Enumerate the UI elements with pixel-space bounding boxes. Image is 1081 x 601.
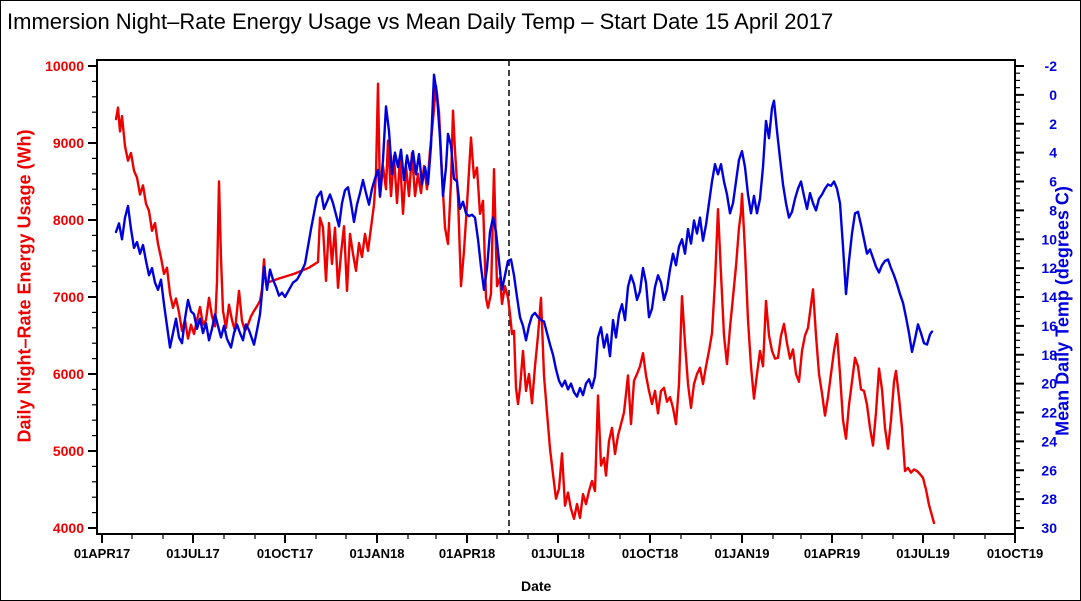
svg-text:2: 2 xyxy=(1049,116,1057,132)
svg-text:12: 12 xyxy=(1041,260,1057,276)
series-temp-line xyxy=(114,73,934,398)
svg-text:10: 10 xyxy=(1041,231,1057,247)
svg-text:16: 16 xyxy=(1041,318,1057,334)
svg-text:01OCT18: 01OCT18 xyxy=(622,546,678,561)
chart-title: Immersion Night–Rate Energy Usage vs Mea… xyxy=(7,9,834,34)
svg-text:4000: 4000 xyxy=(53,520,84,536)
svg-text:01APR19: 01APR19 xyxy=(804,546,860,561)
svg-text:01OCT19: 01OCT19 xyxy=(987,546,1043,561)
svg-text:4: 4 xyxy=(1049,145,1057,161)
svg-text:24: 24 xyxy=(1041,433,1057,449)
x-axis-title: Date xyxy=(521,578,552,594)
svg-text:10000: 10000 xyxy=(45,58,84,74)
svg-text:6: 6 xyxy=(1049,174,1057,190)
svg-text:20: 20 xyxy=(1041,376,1057,392)
svg-text:26: 26 xyxy=(1041,462,1057,478)
svg-text:8: 8 xyxy=(1049,202,1057,218)
svg-text:6000: 6000 xyxy=(53,366,84,382)
svg-text:7000: 7000 xyxy=(53,289,84,305)
svg-text:01JAN18: 01JAN18 xyxy=(350,546,405,561)
svg-text:01APR18: 01APR18 xyxy=(439,546,495,561)
svg-text:8000: 8000 xyxy=(53,212,84,228)
svg-text:01APR17: 01APR17 xyxy=(74,546,130,561)
svg-text:30: 30 xyxy=(1041,520,1057,536)
svg-text:01JUL18: 01JUL18 xyxy=(531,546,584,561)
svg-text:9000: 9000 xyxy=(53,135,84,151)
svg-text:14: 14 xyxy=(1041,289,1057,305)
svg-text:01JAN19: 01JAN19 xyxy=(715,546,770,561)
svg-text:28: 28 xyxy=(1041,491,1057,507)
svg-text:-2: -2 xyxy=(1045,58,1058,74)
series-energy-line xyxy=(114,82,936,525)
svg-text:0: 0 xyxy=(1049,87,1057,103)
svg-text:22: 22 xyxy=(1041,405,1057,421)
svg-text:01JUL17: 01JUL17 xyxy=(166,546,219,561)
svg-text:18: 18 xyxy=(1041,347,1057,363)
svg-text:5000: 5000 xyxy=(53,443,84,459)
svg-text:01JUL19: 01JUL19 xyxy=(896,546,949,561)
svg-text:01OCT17: 01OCT17 xyxy=(257,546,313,561)
